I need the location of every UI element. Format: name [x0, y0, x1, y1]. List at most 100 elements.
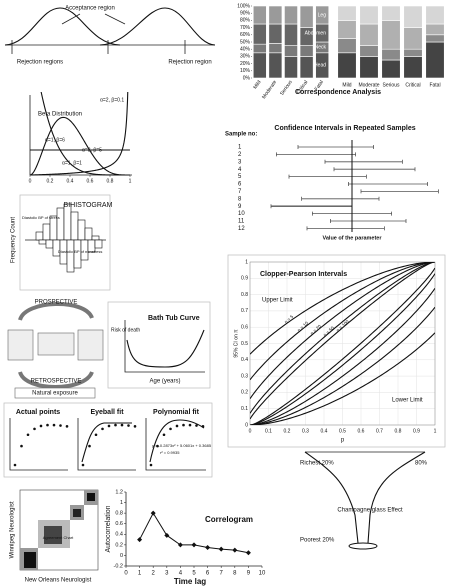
y-tick-label: 0.4: [241, 357, 248, 363]
y-tick-label: 1: [120, 500, 123, 506]
fit-point: [182, 423, 185, 427]
y-axis-label: Autocorrelation: [105, 505, 112, 552]
fit-point: [13, 463, 17, 467]
fit-point: [65, 425, 69, 428]
x-tick-label: Serious: [383, 82, 400, 88]
ci-curve: [250, 332, 435, 425]
y-tick-label: 0.2: [115, 542, 123, 548]
bar-segment: [425, 41, 445, 79]
bar-segment: [268, 5, 283, 25]
bar: [56, 207, 65, 241]
marker: [245, 550, 251, 556]
fit-point: [195, 424, 198, 427]
fit-point: [107, 424, 111, 428]
fit-point: [88, 444, 91, 448]
bar-segment: [299, 45, 314, 57]
x-tick-label: 0.9: [413, 428, 420, 434]
curve-label: n = 20: [309, 323, 322, 336]
fit-equation: y = -0.2873x² + 5.0601x + 0.3685: [152, 443, 212, 448]
fit-point: [169, 427, 172, 431]
chart-title: Correlogram: [205, 515, 253, 524]
y-tick-label: 8: [238, 196, 242, 202]
y-tick-label: 6: [238, 182, 242, 188]
marker: [218, 546, 224, 552]
fit-point: [39, 424, 43, 428]
ci-curve: [250, 262, 435, 420]
density-curve: [40, 92, 130, 176]
fit-point: [156, 444, 159, 448]
bar-segment: [337, 52, 357, 79]
y-tick-label: 0: [120, 553, 123, 559]
x-tick-label: 0.6: [358, 428, 365, 434]
x-tick-label: 7: [220, 571, 224, 577]
bar-segment: [252, 43, 267, 54]
bar: [70, 211, 79, 241]
fit-point: [149, 463, 153, 467]
y-tick-label: 0: [245, 422, 248, 428]
fit-point: [114, 423, 117, 427]
fit-point: [188, 423, 192, 427]
y-axis-label: Frequency Count: [11, 217, 17, 263]
bar-segment: [252, 52, 267, 79]
fit-title: Eyeball fit: [90, 409, 124, 416]
x-tick-label: Fatal: [429, 82, 440, 88]
y-tick-label: 12: [238, 226, 245, 232]
fit-point: [127, 424, 130, 427]
fit-point: [120, 423, 124, 427]
cycle-label: RETROSPECTIVE: [31, 379, 82, 385]
bar-segment: [268, 23, 283, 44]
fit-point: [33, 427, 36, 431]
champagne-label: Poorest 20%: [300, 538, 335, 544]
x-tick-label: 10: [259, 571, 266, 577]
cycle-diagram: PROSPECTIVE RETROSPECTIVE Natural exposu…: [7, 300, 104, 399]
bar-segment: [337, 5, 357, 21]
x-tick-label: 1: [434, 428, 437, 434]
marker: [164, 532, 170, 538]
bar: [84, 227, 93, 241]
y-tick-label: 11: [238, 219, 245, 225]
y-tick-label: 10%: [240, 68, 251, 74]
ci-curve: [250, 262, 435, 355]
y-tick-label: 0.4: [115, 532, 123, 538]
x-tick-label: 3: [165, 571, 169, 577]
bar-segment: [425, 34, 445, 43]
y-tick-label: 30%: [240, 54, 251, 60]
y-tick-label: 50%: [240, 39, 251, 45]
y-tick-label: 0.6: [115, 521, 123, 527]
cycle-label: Natural exposure: [32, 391, 78, 397]
x-tick-label: Mild: [252, 79, 262, 90]
x-tick-label: 2: [152, 571, 156, 577]
bar-segment: [359, 23, 379, 46]
x-tick-label: 1: [138, 571, 142, 577]
y-tick-label: 2: [238, 152, 242, 158]
agreement-title: Agreement Chart: [43, 535, 74, 540]
y-tick-label: 40%: [240, 47, 251, 53]
bar-segment: [337, 38, 357, 54]
y-tick-label: 20%: [240, 61, 251, 67]
bar: [77, 219, 86, 241]
x-tick-label: 0: [249, 428, 252, 434]
y-axis-label: 95% CI on π: [233, 329, 239, 358]
x-tick-label: 9: [247, 571, 251, 577]
bar: [94, 239, 103, 249]
annotation: α=3, β=5: [82, 147, 102, 153]
x-tick-label: 0.7: [376, 428, 383, 434]
bar-segment: [252, 5, 267, 25]
chart-title: Clopper-Pearson Intervals: [260, 271, 347, 278]
y-tick-label: 0.2: [241, 390, 248, 396]
fits-panel: Actual points Eyeball fit Polynomial fit…: [3, 402, 213, 478]
fit-r2: r² = 0.9935: [160, 450, 180, 455]
rejection-label: Rejection region: [168, 60, 211, 66]
x-tick-label: Serious: [279, 79, 294, 97]
ci-curve: [250, 306, 435, 425]
bar-segment: [359, 45, 379, 57]
density-curve: [30, 92, 129, 176]
x-tick-label: 0.2: [284, 428, 291, 434]
marker: [191, 542, 197, 548]
x-tick-label: Moderate: [261, 79, 278, 100]
bar-segment: [252, 23, 267, 45]
ci-curve: [250, 262, 435, 414]
y-tick-label: 1.2: [115, 489, 123, 495]
y-tick-label: 90%: [240, 11, 251, 17]
